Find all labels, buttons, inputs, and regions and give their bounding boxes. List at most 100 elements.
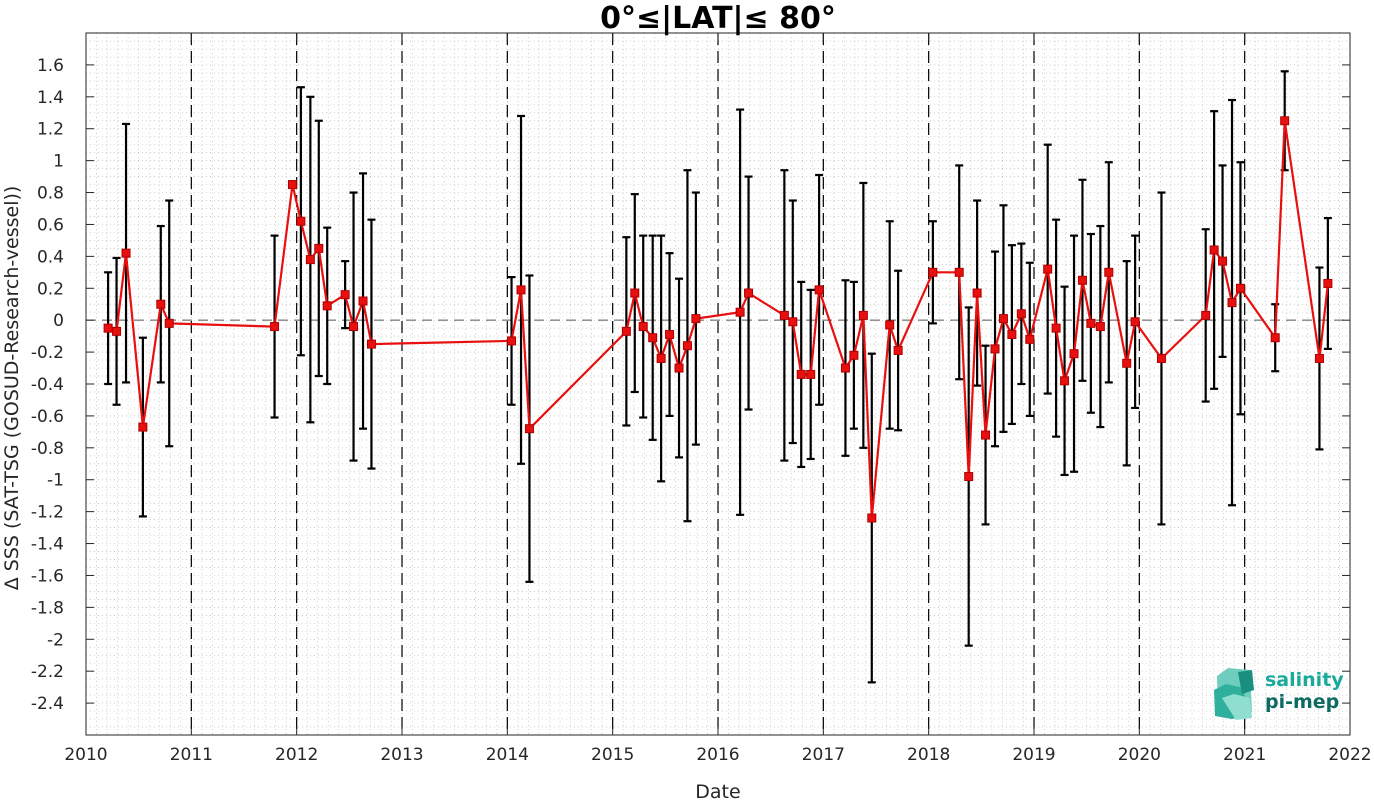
logo-text-pi-mep: pi-mep	[1265, 691, 1339, 713]
logo-mark-icon	[1214, 668, 1254, 720]
chart-title: 0°≤|LAT|≤ 80°	[600, 1, 836, 36]
data-point	[138, 422, 148, 432]
data-point	[656, 353, 666, 363]
data-point	[954, 267, 964, 277]
data-point	[507, 336, 517, 346]
y-tick-label: -2.2	[31, 662, 64, 682]
data-point	[1016, 309, 1026, 319]
data-point	[1280, 116, 1290, 126]
data-point	[858, 310, 868, 320]
data-point	[1130, 317, 1140, 327]
data-point	[1209, 245, 1219, 255]
data-point	[305, 255, 315, 265]
data-point	[164, 318, 174, 328]
data-point	[972, 288, 982, 298]
data-point	[796, 369, 806, 379]
y-tick-label: -2	[47, 630, 64, 650]
data-point	[630, 288, 640, 298]
data-point	[270, 322, 280, 332]
data-point	[516, 285, 526, 295]
data-point	[1095, 322, 1105, 332]
data-point	[1227, 298, 1237, 308]
data-point	[928, 267, 938, 277]
data-point	[893, 345, 903, 355]
x-tick-label: 2015	[591, 745, 634, 765]
y-tick-label: -1.4	[31, 535, 64, 555]
y-tick-label: 0	[53, 311, 64, 331]
data-point	[1314, 353, 1324, 363]
y-tick-label: 1.4	[37, 88, 64, 108]
y-axis-title: Δ SSS (SAT-TSG (GOSUD-Research-vessel))	[1, 186, 23, 591]
data-point	[648, 333, 658, 343]
y-tick-label: -1	[47, 471, 64, 491]
y-tick-label: 0.6	[37, 215, 64, 235]
x-tick-label: 2010	[64, 745, 107, 765]
y-tick-label: -1.8	[31, 598, 64, 618]
data-point	[358, 296, 368, 306]
data-point	[1104, 267, 1114, 277]
x-tick-label: 2020	[1118, 745, 1161, 765]
data-point	[1323, 278, 1333, 288]
data-point	[638, 322, 648, 332]
data-point	[322, 301, 332, 311]
x-tick-label: 2014	[486, 745, 529, 765]
x-tick-label: 2011	[170, 745, 213, 765]
data-markers	[103, 116, 1333, 523]
data-point	[621, 326, 631, 336]
data-point	[340, 290, 350, 300]
data-point	[744, 288, 754, 298]
data-point	[1086, 318, 1096, 328]
data-point	[287, 180, 297, 190]
data-point	[674, 363, 684, 373]
data-point	[1156, 353, 1166, 363]
y-tick-label: -0.4	[31, 375, 64, 395]
data-point	[103, 323, 113, 333]
x-tick-label: 2017	[802, 745, 845, 765]
y-tick-label: 0.8	[37, 184, 64, 204]
data-point	[849, 350, 859, 360]
data-point	[1122, 358, 1132, 368]
y-tick-label: -0.6	[31, 407, 64, 427]
data-point	[1069, 349, 1079, 359]
data-point	[981, 430, 991, 440]
y-tick-label: 0.4	[37, 247, 64, 267]
y-axis-ticks: -2.4 -2.2 -2 -1.8 -1.6 -1.4 -1.2 -1 -0.8 -0.6 -0.4…	[31, 56, 1350, 714]
y-tick-label: -0.2	[31, 343, 64, 363]
y-tick-label: 0.2	[37, 279, 64, 299]
data-point	[1270, 333, 1280, 343]
data-point	[885, 320, 895, 330]
y-tick-label: -1.2	[31, 503, 64, 523]
x-axis-title: Date	[695, 781, 740, 801]
x-tick-label: 2021	[1223, 745, 1266, 765]
data-point	[788, 317, 798, 327]
y-tick-label: -0.8	[31, 439, 64, 459]
data-point	[1025, 334, 1035, 344]
logo-text-salinity: salinity	[1265, 669, 1344, 691]
y-tick-label: 1	[53, 152, 64, 172]
y-tick-label: -1.6	[31, 566, 64, 586]
data-point	[691, 314, 701, 324]
data-point	[1218, 256, 1228, 266]
data-point	[1077, 275, 1087, 285]
data-point	[1043, 264, 1053, 274]
data-point	[867, 513, 877, 523]
data-point	[840, 363, 850, 373]
x-tick-label: 2022	[1328, 745, 1371, 765]
data-point	[990, 344, 1000, 354]
data-point	[112, 326, 122, 336]
x-tick-label: 2018	[907, 745, 950, 765]
x-axis-ticks: 2010 2011 2012 2013 2014 2015 2016 2017 2018 2019…	[64, 33, 1372, 765]
data-point	[1201, 310, 1211, 320]
x-tick-label: 2013	[380, 745, 423, 765]
salinity-pi-mep-logo: salinity pi-mep	[1214, 668, 1344, 720]
y-tick-label: -2.4	[31, 694, 64, 714]
data-point	[814, 285, 824, 295]
y-tick-label: 1.6	[37, 56, 64, 76]
data-point	[1007, 330, 1017, 340]
x-tick-label: 2012	[275, 745, 318, 765]
x-tick-label: 2016	[696, 745, 739, 765]
data-point	[682, 341, 692, 351]
data-point	[1060, 376, 1070, 386]
data-point	[806, 369, 816, 379]
